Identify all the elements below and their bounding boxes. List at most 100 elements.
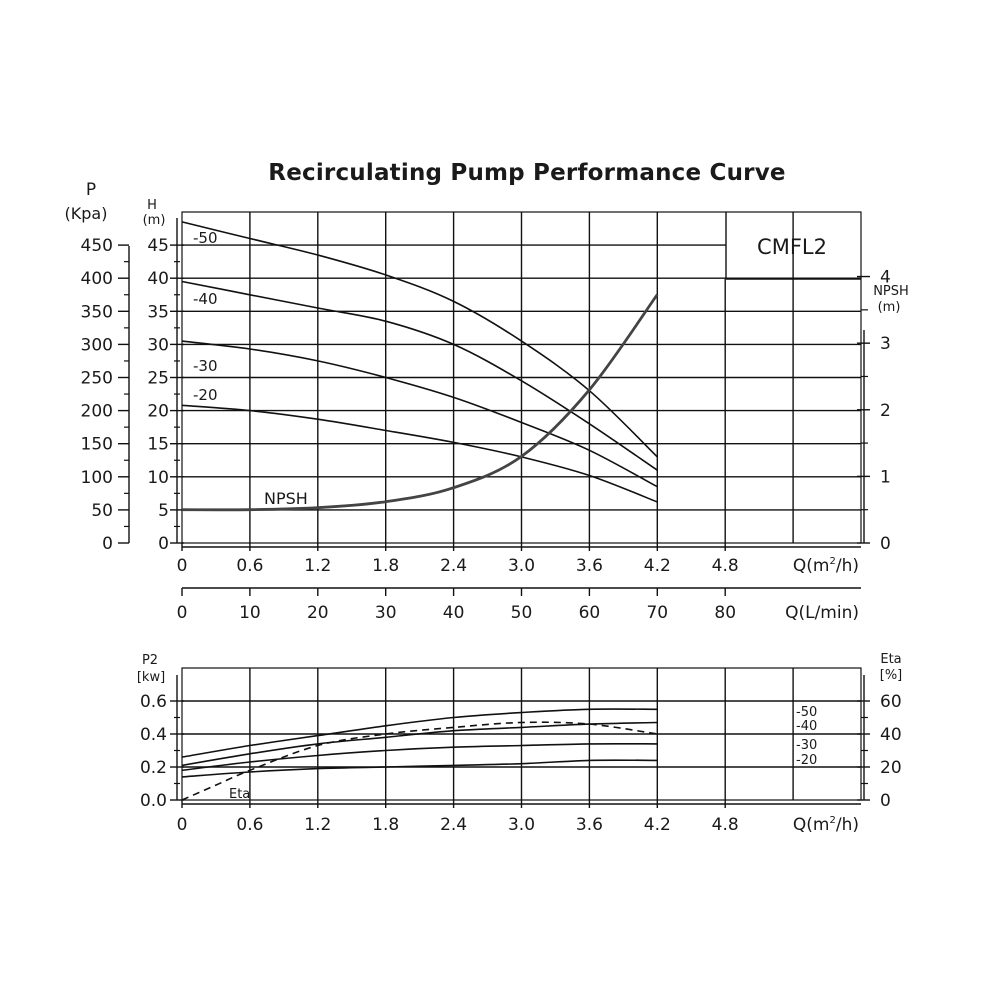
power-curve-label: -50 <box>796 705 817 720</box>
q-axis-tick-label: 2.4 <box>440 815 467 835</box>
q-axis-tick-label: 1.2 <box>304 556 331 576</box>
q-axis-tick-label: 0 <box>177 815 188 835</box>
p2-axis-tick-label: 0.4 <box>140 725 167 745</box>
qlmin-axis-tick-label: 50 <box>511 603 533 623</box>
q-axis-tick-label: 4.8 <box>712 815 739 835</box>
power-curve-label: -20 <box>796 753 817 768</box>
q-axis-tick-label: 3.6 <box>576 556 603 576</box>
npsh-axis-tick-label: 2 <box>880 401 891 421</box>
q-axis-unit-tail: /h) <box>836 556 859 576</box>
p-axis-tick-label: 350 <box>81 302 113 322</box>
h-axis-tick-label: 15 <box>147 435 169 455</box>
curve-eta <box>181 721 658 801</box>
qlmin-axis-tick-label: 70 <box>646 603 668 623</box>
eta-axis-tick-label: 60 <box>880 692 902 712</box>
q-axis-tick-label: 4.2 <box>644 815 671 835</box>
qlmin-axis-unit-label: Q(L/min) <box>785 603 859 623</box>
h-axis-tick-label: 35 <box>147 302 169 322</box>
npsh-axis-name: NPSH <box>873 284 909 299</box>
curve-npsh <box>181 293 659 512</box>
eta-axis-name: Eta <box>880 652 901 667</box>
p-axis-tick-label: 50 <box>91 501 113 521</box>
curve-power-20 <box>181 759 658 778</box>
q-axis-unit-label-top: Q(m2/h) <box>793 556 859 576</box>
q-axis-tick-label: 1.8 <box>372 815 399 835</box>
curve-head-40 <box>181 280 658 471</box>
p2-axis-tick-label: 0.2 <box>140 758 167 778</box>
p-axis-tick-label: 150 <box>81 435 113 455</box>
qlmin-axis-tick-label: 20 <box>307 603 329 623</box>
p-axis-tick-label: 450 <box>81 236 113 256</box>
q-axis-tick-label: 2.4 <box>440 556 467 576</box>
h-axis-tick-label: 25 <box>147 369 169 389</box>
eta-axis-unit: [%] <box>880 668 903 683</box>
qlmin-axis-tick-label: 30 <box>375 603 397 623</box>
h-axis-name: H <box>147 198 157 213</box>
q-axis-unit-main: Q(m <box>793 815 830 835</box>
qlmin-axis-tick-label: 40 <box>443 603 465 623</box>
q-axis-unit-label-bottom: Q(m2/h) <box>793 815 859 835</box>
head-curve-label: -20 <box>193 386 218 404</box>
h-axis-tick-label: 40 <box>147 269 169 289</box>
p-axis-tick-label: 300 <box>81 335 113 355</box>
eta-axis-tick-label: 40 <box>880 725 902 745</box>
p2-axis-name: P2 <box>142 653 158 668</box>
npsh-axis-tick-label: 3 <box>880 334 891 354</box>
npsh-axis-unit: (m) <box>878 300 901 315</box>
p-axis-name: P <box>86 180 96 200</box>
h-axis-tick-label: 5 <box>158 501 169 521</box>
p2-axis-tick-label: 0.0 <box>140 791 167 811</box>
chart-title: Recirculating Pump Performance Curve <box>268 160 786 186</box>
h-axis-tick-label: 45 <box>147 236 169 256</box>
q-axis-tick-label: 4.2 <box>644 556 671 576</box>
q-axis-tick-label: 3.6 <box>576 815 603 835</box>
head-curve-label: -50 <box>193 229 218 247</box>
h-axis-unit: (m) <box>143 213 166 228</box>
model-label: CMFL2 <box>757 235 827 259</box>
curve-power-30 <box>181 742 658 772</box>
q-axis-tick-label: 4.8 <box>712 556 739 576</box>
curve-power-50 <box>181 708 658 758</box>
npsh-axis-tick-label: 0 <box>880 534 891 554</box>
head-curve-label: -40 <box>193 290 218 308</box>
npsh-axis-tick-label: 1 <box>880 467 891 487</box>
qlmin-axis-tick-label: 10 <box>239 603 261 623</box>
p-axis-tick-label: 200 <box>81 402 113 422</box>
q-axis-unit-sup: 2 <box>829 815 835 826</box>
q-axis-tick-label: 3.0 <box>508 815 535 835</box>
p-axis-unit: (Kpa) <box>65 204 108 223</box>
q-axis-unit-main: Q(m <box>793 556 830 576</box>
q-axis-tick-label: 0.6 <box>236 556 263 576</box>
q-axis-tick-label: 3.0 <box>508 556 535 576</box>
q-axis-tick-label: 0.6 <box>236 815 263 835</box>
power-curve-label: -40 <box>796 719 817 734</box>
h-axis-tick-label: 10 <box>147 468 169 488</box>
npsh-curve-label: NPSH <box>264 489 308 508</box>
qlmin-axis-tick-label: 0 <box>177 603 188 623</box>
qlmin-axis-tick-label: 80 <box>714 603 736 623</box>
eta-axis-tick-label: 20 <box>880 758 902 778</box>
p-axis-tick-label: 100 <box>81 468 113 488</box>
p-axis-tick-label: 0 <box>102 534 113 554</box>
q-axis-tick-label: 1.2 <box>304 815 331 835</box>
q-axis-unit-sup: 2 <box>829 556 835 567</box>
qlmin-axis-tick-label: 60 <box>579 603 601 623</box>
p-axis-tick-label: 250 <box>81 369 113 389</box>
curve-head-20 <box>181 404 658 503</box>
h-axis-tick-label: 0 <box>158 534 169 554</box>
h-axis-tick-label: 20 <box>147 402 169 422</box>
head-curve-label: -30 <box>193 357 218 375</box>
eta-axis-tick-label: 0 <box>880 791 891 811</box>
power-curve-label: -30 <box>796 738 817 753</box>
q-axis-unit-tail: /h) <box>836 815 859 835</box>
q-axis-tick-label: 0 <box>177 556 188 576</box>
q-axis-tick-label: 1.8 <box>372 556 399 576</box>
curve-head-30 <box>181 340 658 488</box>
h-axis-tick-label: 30 <box>147 335 169 355</box>
eta-curve-label: Eta <box>229 787 250 802</box>
p-axis-tick-label: 400 <box>81 269 113 289</box>
p2-axis-unit: [kw] <box>137 670 165 685</box>
npsh-axis-tick-label: 4 <box>880 268 891 288</box>
p2-axis-tick-label: 0.6 <box>140 692 167 712</box>
